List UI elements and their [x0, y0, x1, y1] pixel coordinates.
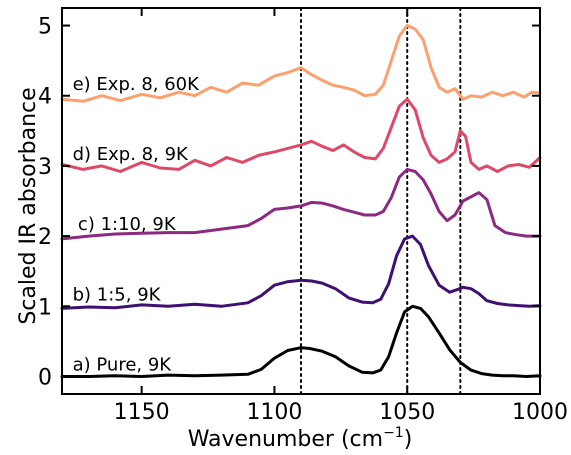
plot-area: a) Pure, 9K b) 1:5, 9K c) 1:10, 9K d) Exp. … — [60, 7, 542, 395]
y-tick-label-1: 1 — [38, 295, 52, 320]
series-line-4 — [60, 24, 542, 103]
series-label-2: c) 1:10, 9K — [78, 214, 177, 235]
x-tick-label-1050: 1050 — [379, 400, 435, 425]
y-tick-label-3: 3 — [38, 155, 52, 180]
x-tick-label-1000: 1000 — [512, 400, 568, 425]
y-tick-label-2: 2 — [38, 225, 52, 250]
series-line-3 — [60, 97, 542, 173]
axes: 1150 1100 1050 1000 0 1 2 3 4 5 — [38, 7, 568, 425]
series-line-1 — [60, 234, 542, 310]
series-label-3: d) Exp. 8, 9K — [73, 144, 189, 165]
y-tick-label-0: 0 — [38, 365, 52, 390]
x-axis-label: Wavenumber (cm−1) — [188, 425, 413, 452]
series-line-2 — [60, 167, 542, 241]
plot-frame — [61, 7, 541, 395]
series-label-4: e) Exp. 8, 60K — [73, 74, 201, 95]
series-label-0: a) Pure, 9K — [73, 355, 173, 376]
y-tick-label-5: 5 — [38, 15, 52, 40]
x-tick-label-1150: 1150 — [114, 400, 170, 425]
series-line-0 — [60, 304, 542, 378]
y-axis-label: Scaled IR absorbance — [16, 87, 41, 324]
x-tick-label-1100: 1100 — [246, 400, 302, 425]
y-tick-label-4: 4 — [38, 85, 52, 110]
series-label-1: b) 1:5, 9K — [73, 284, 162, 305]
